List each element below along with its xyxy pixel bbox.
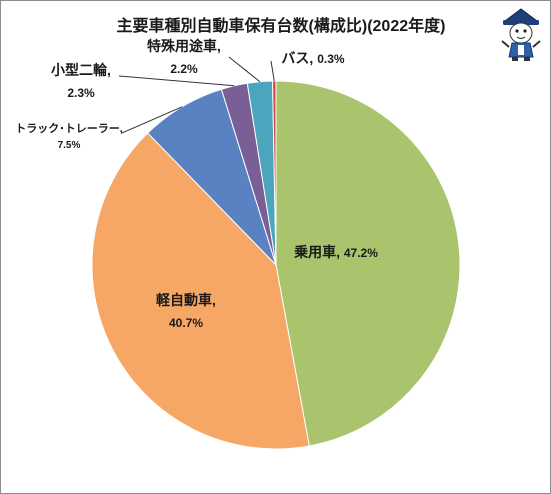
svg-text:乗用車, 47.2%: 乗用車, 47.2% — [293, 244, 378, 260]
value-label-bus: 0.3% — [317, 52, 345, 66]
value-label-small-motorcycle: 2.3% — [67, 86, 95, 100]
label-special-purpose: 特殊用途車, 2.2% — [147, 38, 221, 76]
svg-text:軽自動車,: 軽自動車, — [156, 292, 216, 308]
value-label-kei-car: 40.7% — [169, 316, 203, 330]
svg-text:特殊用途車,: 特殊用途車, — [147, 38, 221, 54]
category-label-bus: バス — [281, 50, 309, 66]
svg-text:バス, 0.3%: バス, 0.3% — [281, 50, 344, 66]
label-small-motorcycle: 小型二輪, 2.3% — [51, 62, 111, 100]
svg-text:トラック･トレーラー,: トラック･トレーラー, — [15, 122, 123, 135]
label-bus: バス, 0.3% — [281, 50, 344, 66]
leader-line-bus — [270, 60, 275, 82]
category-label-special-purpose: 特殊用途車 — [147, 38, 217, 54]
chart-title: 主要車種別自動車保有台数(構成比)(2022年度) — [117, 16, 446, 35]
leader-lines — [118, 56, 275, 134]
leader-line-special-purpose — [228, 56, 261, 83]
pie-slices — [91, 80, 461, 450]
value-label-truck-trailer: 7.5% — [58, 140, 81, 151]
slice-passenger-car — [275, 80, 461, 447]
category-label-truck-trailer: トラック･トレーラー — [15, 122, 120, 135]
leader-line-truck-trailer — [121, 106, 183, 134]
label-truck-trailer: トラック･トレーラー, 7.5% — [15, 122, 123, 151]
slice-kei-car — [91, 132, 310, 450]
leader-line-small-motorcycle — [118, 75, 235, 87]
category-label-passenger-car: 乗用車 — [293, 244, 336, 260]
svg-text:小型二輪,: 小型二輪, — [51, 62, 111, 78]
mascot-character-icon — [501, 8, 541, 61]
label-kei-car: 軽自動車, 40.7% — [156, 292, 216, 330]
category-label-kei-car: 軽自動車 — [156, 292, 212, 308]
slice-bus — [272, 80, 277, 266]
label-passenger-car: 乗用車, 47.2% — [293, 244, 378, 260]
value-label-special-purpose: 2.2% — [170, 62, 198, 76]
value-label-passenger-car: 47.2% — [344, 246, 378, 260]
category-label-small-motorcycle: 小型二輪 — [51, 62, 108, 78]
